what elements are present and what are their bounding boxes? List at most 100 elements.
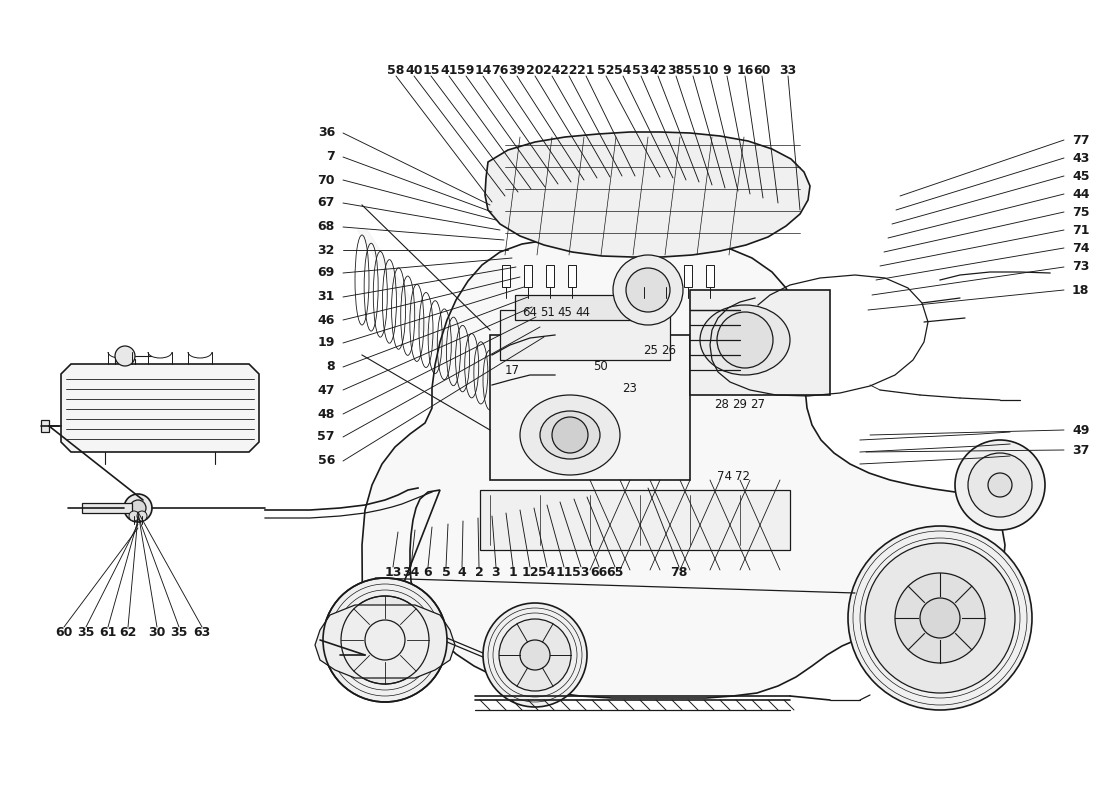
Text: 4: 4 <box>458 566 466 578</box>
Text: 5: 5 <box>441 566 450 578</box>
Bar <box>662 265 670 287</box>
Text: 38: 38 <box>668 63 684 77</box>
Circle shape <box>116 346 135 366</box>
Circle shape <box>138 511 147 521</box>
Circle shape <box>613 255 683 325</box>
Text: 72: 72 <box>736 470 750 482</box>
Ellipse shape <box>520 395 620 475</box>
Circle shape <box>129 511 139 521</box>
Bar <box>524 265 532 287</box>
Text: 30: 30 <box>148 626 166 638</box>
Text: 33: 33 <box>780 63 796 77</box>
Polygon shape <box>315 605 455 678</box>
Text: 74: 74 <box>1072 242 1089 254</box>
Text: 37: 37 <box>1072 443 1089 457</box>
Circle shape <box>520 640 550 670</box>
Text: 39: 39 <box>508 63 526 77</box>
Text: 45: 45 <box>1072 170 1089 182</box>
Text: 23: 23 <box>623 382 637 394</box>
Bar <box>480 490 790 550</box>
Circle shape <box>341 596 429 684</box>
Text: 50: 50 <box>594 361 608 374</box>
Text: 24: 24 <box>543 63 561 77</box>
Bar <box>568 265 576 287</box>
Bar <box>502 265 510 287</box>
Circle shape <box>895 573 984 663</box>
Bar <box>515 295 654 320</box>
Circle shape <box>130 500 146 516</box>
Circle shape <box>955 440 1045 530</box>
Text: 34: 34 <box>403 566 420 578</box>
Text: 70: 70 <box>318 174 336 186</box>
Text: 55: 55 <box>684 63 702 77</box>
Text: 44: 44 <box>575 306 591 319</box>
Circle shape <box>865 543 1015 693</box>
Circle shape <box>124 494 152 522</box>
Text: 64: 64 <box>522 306 538 319</box>
Text: 43: 43 <box>1072 151 1089 165</box>
Text: 7: 7 <box>327 150 336 163</box>
Text: 68: 68 <box>318 221 336 234</box>
Polygon shape <box>485 132 810 257</box>
Text: 56: 56 <box>318 454 336 467</box>
Polygon shape <box>60 364 258 452</box>
Text: 40: 40 <box>405 63 422 77</box>
Text: 69: 69 <box>318 266 336 279</box>
Text: 20: 20 <box>526 63 543 77</box>
Text: 1: 1 <box>508 566 517 578</box>
Text: 54: 54 <box>538 566 556 578</box>
Polygon shape <box>362 237 1005 698</box>
Text: 6: 6 <box>424 566 432 578</box>
Text: 28: 28 <box>715 398 729 410</box>
Ellipse shape <box>700 305 790 375</box>
Text: 47: 47 <box>318 383 336 397</box>
Bar <box>41 420 50 432</box>
Text: 45: 45 <box>558 306 572 319</box>
Text: 51: 51 <box>540 306 556 319</box>
Text: 67: 67 <box>318 197 336 210</box>
Text: 11: 11 <box>556 566 573 578</box>
Text: 9: 9 <box>723 63 732 77</box>
Text: 10: 10 <box>702 63 718 77</box>
Text: 44: 44 <box>1072 187 1089 201</box>
Text: 71: 71 <box>1072 223 1089 237</box>
Circle shape <box>365 620 405 660</box>
Text: 57: 57 <box>318 430 336 443</box>
Text: 52: 52 <box>597 63 615 77</box>
Text: 32: 32 <box>318 243 336 257</box>
Circle shape <box>920 598 960 638</box>
Circle shape <box>483 603 587 707</box>
Circle shape <box>717 312 773 368</box>
Circle shape <box>499 619 571 691</box>
Text: 75: 75 <box>1072 206 1089 218</box>
Text: 13: 13 <box>384 566 402 578</box>
Text: 18: 18 <box>1072 283 1089 297</box>
Text: 14: 14 <box>474 63 492 77</box>
Text: 16: 16 <box>736 63 754 77</box>
Text: 22: 22 <box>560 63 578 77</box>
Bar <box>546 265 554 287</box>
Text: 35: 35 <box>77 626 95 638</box>
Bar <box>684 265 692 287</box>
Text: 2: 2 <box>474 566 483 578</box>
Text: 53: 53 <box>572 566 590 578</box>
Bar <box>82 503 132 513</box>
Text: 62: 62 <box>119 626 136 638</box>
Text: 36: 36 <box>318 126 336 139</box>
Text: 48: 48 <box>318 407 336 421</box>
Text: 12: 12 <box>521 566 539 578</box>
Text: 41: 41 <box>440 63 458 77</box>
Text: 54: 54 <box>614 63 631 77</box>
Text: 59: 59 <box>458 63 475 77</box>
Text: 8: 8 <box>327 361 336 374</box>
Text: 78: 78 <box>670 566 688 578</box>
Text: 73: 73 <box>1072 261 1089 274</box>
Circle shape <box>968 453 1032 517</box>
Text: 76: 76 <box>492 63 508 77</box>
Text: 77: 77 <box>1072 134 1089 146</box>
Text: 58: 58 <box>387 63 405 77</box>
Text: 35: 35 <box>170 626 188 638</box>
Circle shape <box>552 417 589 453</box>
Text: 61: 61 <box>99 626 117 638</box>
Text: 49: 49 <box>1072 423 1089 437</box>
